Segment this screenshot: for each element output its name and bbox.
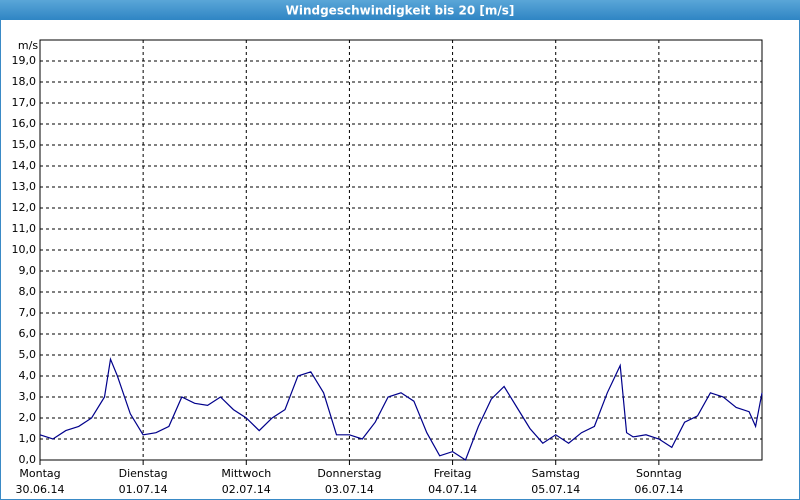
x-tick-date: 30.06.14: [16, 483, 65, 496]
x-tick-date: 03.07.14: [325, 483, 374, 496]
y-tick-label: 6,0: [19, 327, 37, 340]
y-tick-label: 3,0: [19, 390, 37, 403]
plot-border: [39, 39, 763, 461]
x-tick-date: 06.07.14: [634, 483, 683, 496]
y-tick-label: 18,0: [12, 75, 37, 88]
y-tick-label: 8,0: [19, 285, 37, 298]
x-tick-date: 05.07.14: [531, 483, 580, 496]
y-tick-label: 16,0: [12, 117, 37, 130]
y-tick-label: 7,0: [19, 306, 37, 319]
x-tick-date: 04.07.14: [428, 483, 477, 496]
x-tick-label: Sonntag: [636, 467, 682, 480]
x-tick-date: 02.07.14: [222, 483, 271, 496]
wind-line: [39, 356, 763, 461]
chart-title: Windgeschwindigkeit bis 20 [m/s]: [286, 4, 515, 18]
y-tick-label: 13,0: [12, 180, 37, 193]
x-tick-label: Freitag: [434, 467, 472, 480]
x-tick-label: Samstag: [532, 467, 580, 480]
title-bar: [0, 0, 800, 20]
y-tick-label: 14,0: [12, 159, 37, 172]
x-tick-label: Dienstag: [119, 467, 168, 480]
y-unit: m/s: [18, 39, 38, 52]
y-tick-label: 15,0: [12, 138, 37, 151]
x-tick-date: 01.07.14: [119, 483, 168, 496]
x-tick-label: Mittwoch: [221, 467, 271, 480]
y-tick-label: 12,0: [12, 201, 37, 214]
y-tick-label: 9,0: [19, 264, 37, 277]
y-tick-label: 19,0: [12, 54, 37, 67]
x-tick-label: Montag: [19, 467, 60, 480]
x-tick-label: Donnerstag: [317, 467, 381, 480]
y-tick-label: 17,0: [12, 96, 37, 109]
y-tick-label: 1,0: [19, 432, 37, 445]
y-tick-label: 2,0: [19, 411, 37, 424]
y-tick-label: 5,0: [19, 348, 37, 361]
y-tick-label: 11,0: [12, 222, 37, 235]
y-tick-label: 0,0: [19, 453, 37, 466]
y-tick-label: 10,0: [12, 243, 37, 256]
y-tick-label: 4,0: [19, 369, 37, 382]
